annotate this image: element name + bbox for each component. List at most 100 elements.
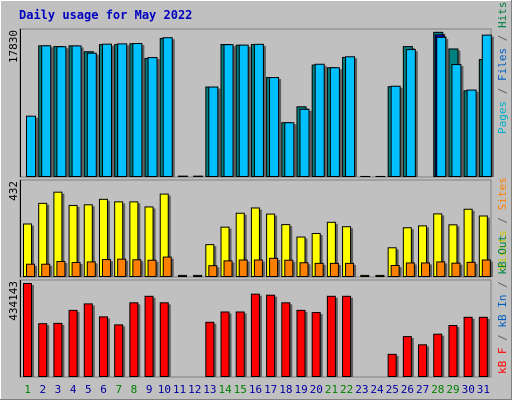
panel-top: 17830 Pages / Files / Hits (7, 2, 509, 178)
legend-part: Sites (496, 177, 509, 210)
legend-part: / (496, 328, 509, 348)
bar-sites (101, 259, 111, 278)
x-tick-label: 8 (131, 383, 138, 396)
bar-kb-f (53, 322, 63, 377)
x-tick-label: 21 (325, 383, 338, 396)
x-tick-label: 3 (55, 383, 62, 396)
legend-part: / (496, 210, 509, 230)
bar-kb-f (281, 302, 291, 378)
bar-pages (466, 89, 477, 177)
legend-part: Hits (496, 2, 509, 29)
bar-pages (41, 45, 52, 177)
x-tick-label: 27 (416, 383, 429, 396)
bar-pages (117, 43, 128, 178)
bar-kb-f (83, 303, 93, 377)
chart-title: Daily usage for May 2022 (19, 8, 192, 22)
bar-sites (147, 259, 157, 277)
bar-kb-f (144, 295, 154, 377)
bar-sites (193, 274, 203, 278)
bar-kb-f (478, 316, 488, 378)
x-tick-label: 19 (294, 383, 307, 396)
bar-sites (132, 259, 142, 277)
bar-sites (375, 274, 385, 278)
bar-pages (299, 108, 310, 177)
x-tick-label: 10 (158, 383, 171, 396)
bar-sites (421, 262, 431, 277)
bar-kb-f (235, 311, 245, 377)
bar-sites (41, 263, 51, 277)
bar-sites (405, 262, 415, 277)
bar-kb-f (387, 353, 397, 378)
bar-pages (208, 86, 219, 177)
bar-pages (436, 36, 447, 178)
bar-sites (238, 259, 248, 278)
panel-bottom-ymax-label: 434143 (7, 281, 20, 321)
bar-pages (451, 64, 462, 177)
bar-sites (299, 262, 309, 278)
legend-part: kB In (496, 295, 509, 328)
x-tick-label: 15 (234, 383, 247, 396)
bar-pages (481, 34, 492, 178)
bar-kb-f (448, 325, 458, 377)
bar-kb-f (38, 323, 48, 378)
bar-sites (390, 264, 400, 277)
bar-pages (223, 44, 234, 177)
bar-pages (26, 115, 36, 178)
bar-sites (451, 262, 461, 278)
bar-pages (132, 43, 143, 177)
x-tick-label: 17 (264, 383, 277, 396)
x-tick-label: 14 (218, 383, 232, 396)
legend-part: Pages (496, 101, 509, 134)
bar-pages (238, 44, 249, 177)
x-tick-label: 6 (100, 383, 107, 396)
bar-kb-f (266, 294, 276, 377)
bar-sites (314, 262, 324, 277)
x-tick-label: 1 (24, 383, 31, 396)
bar-kb-f (129, 302, 139, 378)
x-axis-day-labels: 1 2 3 4 5 6 7 8 9 10 11 12 13 14 15 16 17 18 19 20 21 22 23 24 2… (24, 383, 490, 396)
x-tick-label: 23 (355, 383, 368, 396)
bar-sites (208, 265, 218, 278)
bar-sites (177, 274, 187, 278)
bar-pages (314, 63, 325, 177)
bar-pages (284, 122, 295, 177)
bar-kb-f (98, 316, 108, 378)
legend-part: Files (496, 48, 509, 81)
x-tick-label: 31 (477, 383, 490, 396)
x-tick-label: 12 (188, 383, 201, 396)
x-tick-label: 5 (85, 383, 92, 396)
bar-sites (71, 262, 81, 277)
bar-pages (101, 43, 112, 177)
x-tick-label: 18 (279, 383, 292, 396)
panel-mid: 432 Visits / Sites (7, 177, 509, 278)
bar-sites (86, 261, 96, 278)
legend-part: / (496, 275, 509, 295)
legend-part: / (496, 28, 509, 48)
bar-pages (345, 56, 356, 177)
panel-mid-legend: Visits / Sites (496, 177, 509, 270)
x-tick-label: 28 (431, 383, 444, 396)
bar-sites (436, 261, 446, 278)
x-tick-label: 11 (173, 383, 186, 396)
bar-pages (56, 46, 67, 178)
bar-pages (390, 85, 401, 177)
x-tick-label: 29 (446, 383, 459, 396)
x-tick-label: 2 (39, 383, 46, 396)
x-tick-label: 7 (115, 383, 122, 396)
bar-sites (360, 274, 370, 278)
panel-mid-ymax-label: 432 (7, 181, 20, 201)
bar-kb-f (68, 309, 78, 378)
bar-kb-f (23, 283, 32, 377)
bar-kb-f (114, 324, 124, 377)
x-tick-label: 9 (146, 383, 153, 396)
bar-kb-f (342, 295, 352, 377)
x-tick-label: 25 (386, 383, 399, 396)
x-tick-label: 30 (462, 383, 475, 396)
bar-pages (147, 57, 158, 178)
bar-sites (466, 261, 476, 278)
bar-pages (405, 49, 416, 177)
bar-kb-f (463, 316, 473, 378)
bar-sites (269, 257, 279, 278)
bar-kb-f (296, 309, 306, 378)
x-tick-label: 16 (249, 383, 262, 396)
